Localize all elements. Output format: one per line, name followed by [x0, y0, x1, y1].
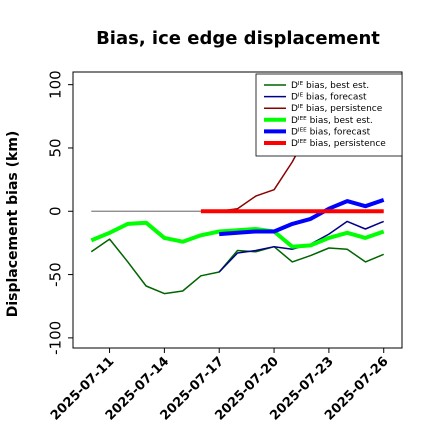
series-line-4 [90, 220, 385, 249]
legend: Dᴵᴱ bias, best est.Dᴵᴱ bias, forecastDᴵᴱ… [255, 73, 403, 157]
legend-label: Dᴵᴱ bias, best est. [291, 81, 369, 91]
y-tick-label: 100 [47, 70, 65, 99]
series-line-1 [90, 238, 384, 295]
legend-label: Dᴵᴱ bias, persistence [291, 104, 383, 114]
legend-label: Dᴵᴱᴱ bias, persistence [291, 139, 386, 149]
y-tick-label: 50 [47, 138, 65, 157]
chart-title: Bias, ice edge displacement [96, 28, 380, 49]
y-tick-label: -100 [47, 321, 65, 355]
series-line-5 [219, 198, 385, 237]
legend-label: Dᴵᴱᴱ bias, best est. [291, 116, 373, 126]
y-axis-label: Displacement bias (km) [5, 131, 21, 318]
series-group [90, 127, 385, 295]
legend-label: Dᴵᴱᴱ bias, forecast [291, 127, 371, 137]
y-tick-label: 0 [47, 206, 65, 216]
plot-frame [72, 71, 403, 349]
legend-label: Dᴵᴱ bias, forecast [291, 93, 367, 103]
y-tick-label: -50 [47, 262, 65, 287]
